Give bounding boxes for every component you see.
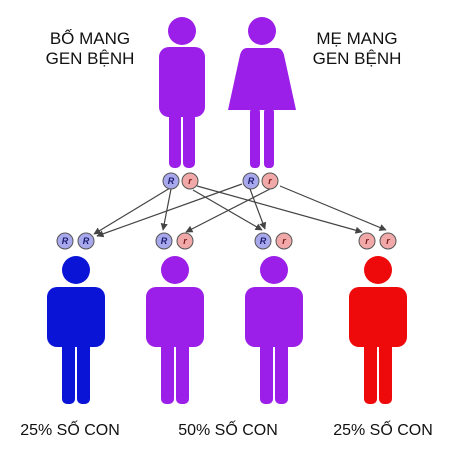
mother-label: MẸ MANG GEN BỆNH <box>297 29 417 69</box>
child4-figure <box>349 256 407 404</box>
arrow-father-r-to-child4 <box>196 185 363 234</box>
child2-allele-2-letter: r <box>183 236 187 246</box>
father-allele-1-letter: R <box>168 176 175 186</box>
child4-allele-2: r <box>379 232 397 250</box>
father-allele-1: R <box>162 172 180 190</box>
child2-allele-1: R <box>155 232 173 250</box>
child1-percentage-label: 25% SỐ CON <box>20 422 120 439</box>
child-figures <box>47 256 407 404</box>
arrow-mother-R-to-child3 <box>249 188 267 230</box>
child1-allele-2-letter: R <box>83 236 90 246</box>
arrow-father-R-to-child1 <box>93 187 171 235</box>
child2-allele-2: r <box>176 232 194 250</box>
child1-allele-1: R <box>56 232 74 250</box>
child1-allele-2: R <box>77 232 95 250</box>
child3-allele-2: r <box>275 232 293 250</box>
father-label: BỐ MANG GEN BỆNH <box>30 29 150 69</box>
child3-allele-1-letter: R <box>260 236 267 246</box>
mother-allele-2: r <box>261 172 279 190</box>
mother-label-line2: GEN BỆNH <box>312 49 402 68</box>
inheritance-arrows <box>93 183 387 238</box>
father-allele-2-letter: r <box>188 176 192 186</box>
child3-allele-2-letter: r <box>282 236 286 246</box>
arrow-mother-r-to-child2 <box>185 188 271 233</box>
father-label-line2: GEN BỆNH <box>45 49 135 68</box>
child3-allele-1: R <box>254 232 272 250</box>
mother-allele-1: R <box>242 172 260 190</box>
mother-allele-1-letter: R <box>248 176 255 186</box>
child4-percentage-label: 25% SỐ CON <box>333 422 433 439</box>
child1-allele-1-letter: R <box>62 236 69 246</box>
arrow-mother-r-to-child4 <box>279 185 387 231</box>
arrow-father-R-to-child2 <box>160 188 172 231</box>
child4-allele-1: r <box>358 232 376 250</box>
child4-allele-2-letter: r <box>386 236 390 246</box>
child1-figure <box>47 256 105 404</box>
child2-figure <box>146 256 204 404</box>
father-figure <box>159 17 205 168</box>
child2-allele-1-letter: R <box>161 236 168 246</box>
father-label-line1: BỐ MANG <box>49 29 131 48</box>
arrow-mother-R-to-child1 <box>96 183 243 238</box>
child3-figure <box>245 256 303 404</box>
arrow-father-r-to-child3 <box>192 189 263 231</box>
mother-allele-2-letter: r <box>268 176 272 186</box>
mother-figure <box>228 17 296 168</box>
mother-label-line1: MẸ MANG <box>316 29 398 48</box>
child2-percentage-label: 50% SỐ CON <box>178 422 278 439</box>
child4-allele-1-letter: r <box>365 236 369 246</box>
father-allele-2: r <box>181 172 199 190</box>
